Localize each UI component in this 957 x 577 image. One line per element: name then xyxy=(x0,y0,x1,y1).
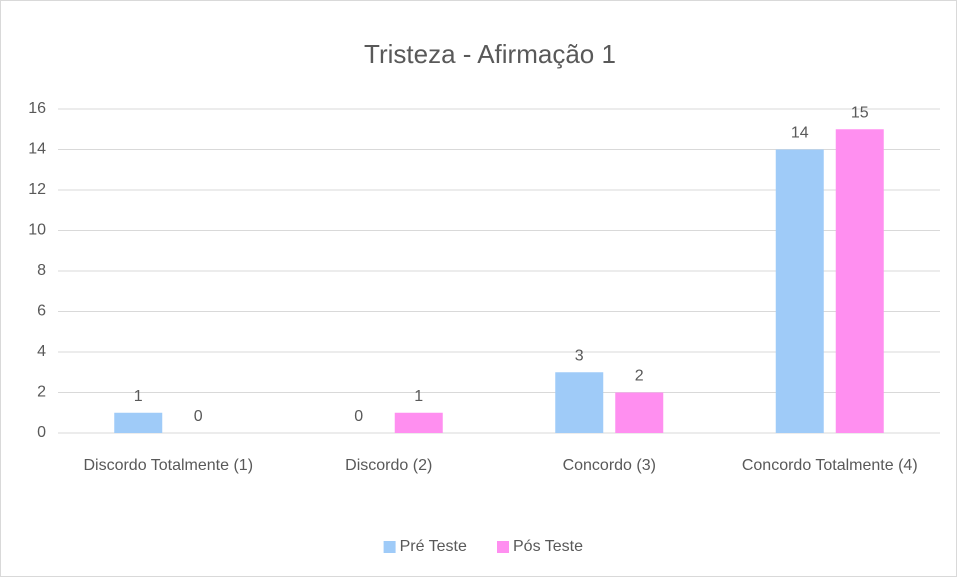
legend-swatch xyxy=(383,541,396,553)
bar xyxy=(615,392,664,433)
y-tick-label: 10 xyxy=(28,222,46,239)
y-tick-label: 2 xyxy=(37,384,46,401)
y-tick-label: 8 xyxy=(37,262,46,279)
x-tick-label: Concordo (3) xyxy=(562,457,656,474)
x-tick-label: Discordo Totalmente (1) xyxy=(83,457,254,474)
y-tick-label: 4 xyxy=(37,343,46,360)
data-label: 0 xyxy=(354,408,363,425)
data-label: 14 xyxy=(791,125,809,142)
bar xyxy=(114,412,163,433)
legend-label: Pós Teste xyxy=(513,538,583,555)
data-label: 2 xyxy=(635,368,644,385)
bar xyxy=(835,129,884,433)
data-label: 1 xyxy=(414,388,423,405)
legend-label: Pré Teste xyxy=(400,538,467,555)
bar xyxy=(555,372,604,433)
legend-swatch xyxy=(497,541,509,553)
y-tick-label: 0 xyxy=(37,424,46,441)
data-label: 0 xyxy=(194,408,203,425)
y-tick-label: 12 xyxy=(28,181,46,198)
chart-title: Tristeza - Afirmação 1 xyxy=(364,39,616,69)
bar xyxy=(394,412,443,433)
data-label: 1 xyxy=(134,388,143,405)
x-tick-label: Concordo Totalmente (4) xyxy=(741,457,918,474)
y-tick-label: 16 xyxy=(28,100,46,117)
data-label: 15 xyxy=(851,104,869,121)
x-tick-label: Discordo (2) xyxy=(345,457,433,474)
y-tick-label: 14 xyxy=(28,141,46,158)
y-tick-label: 6 xyxy=(37,303,46,320)
bar xyxy=(775,149,824,433)
data-label: 3 xyxy=(575,347,584,364)
